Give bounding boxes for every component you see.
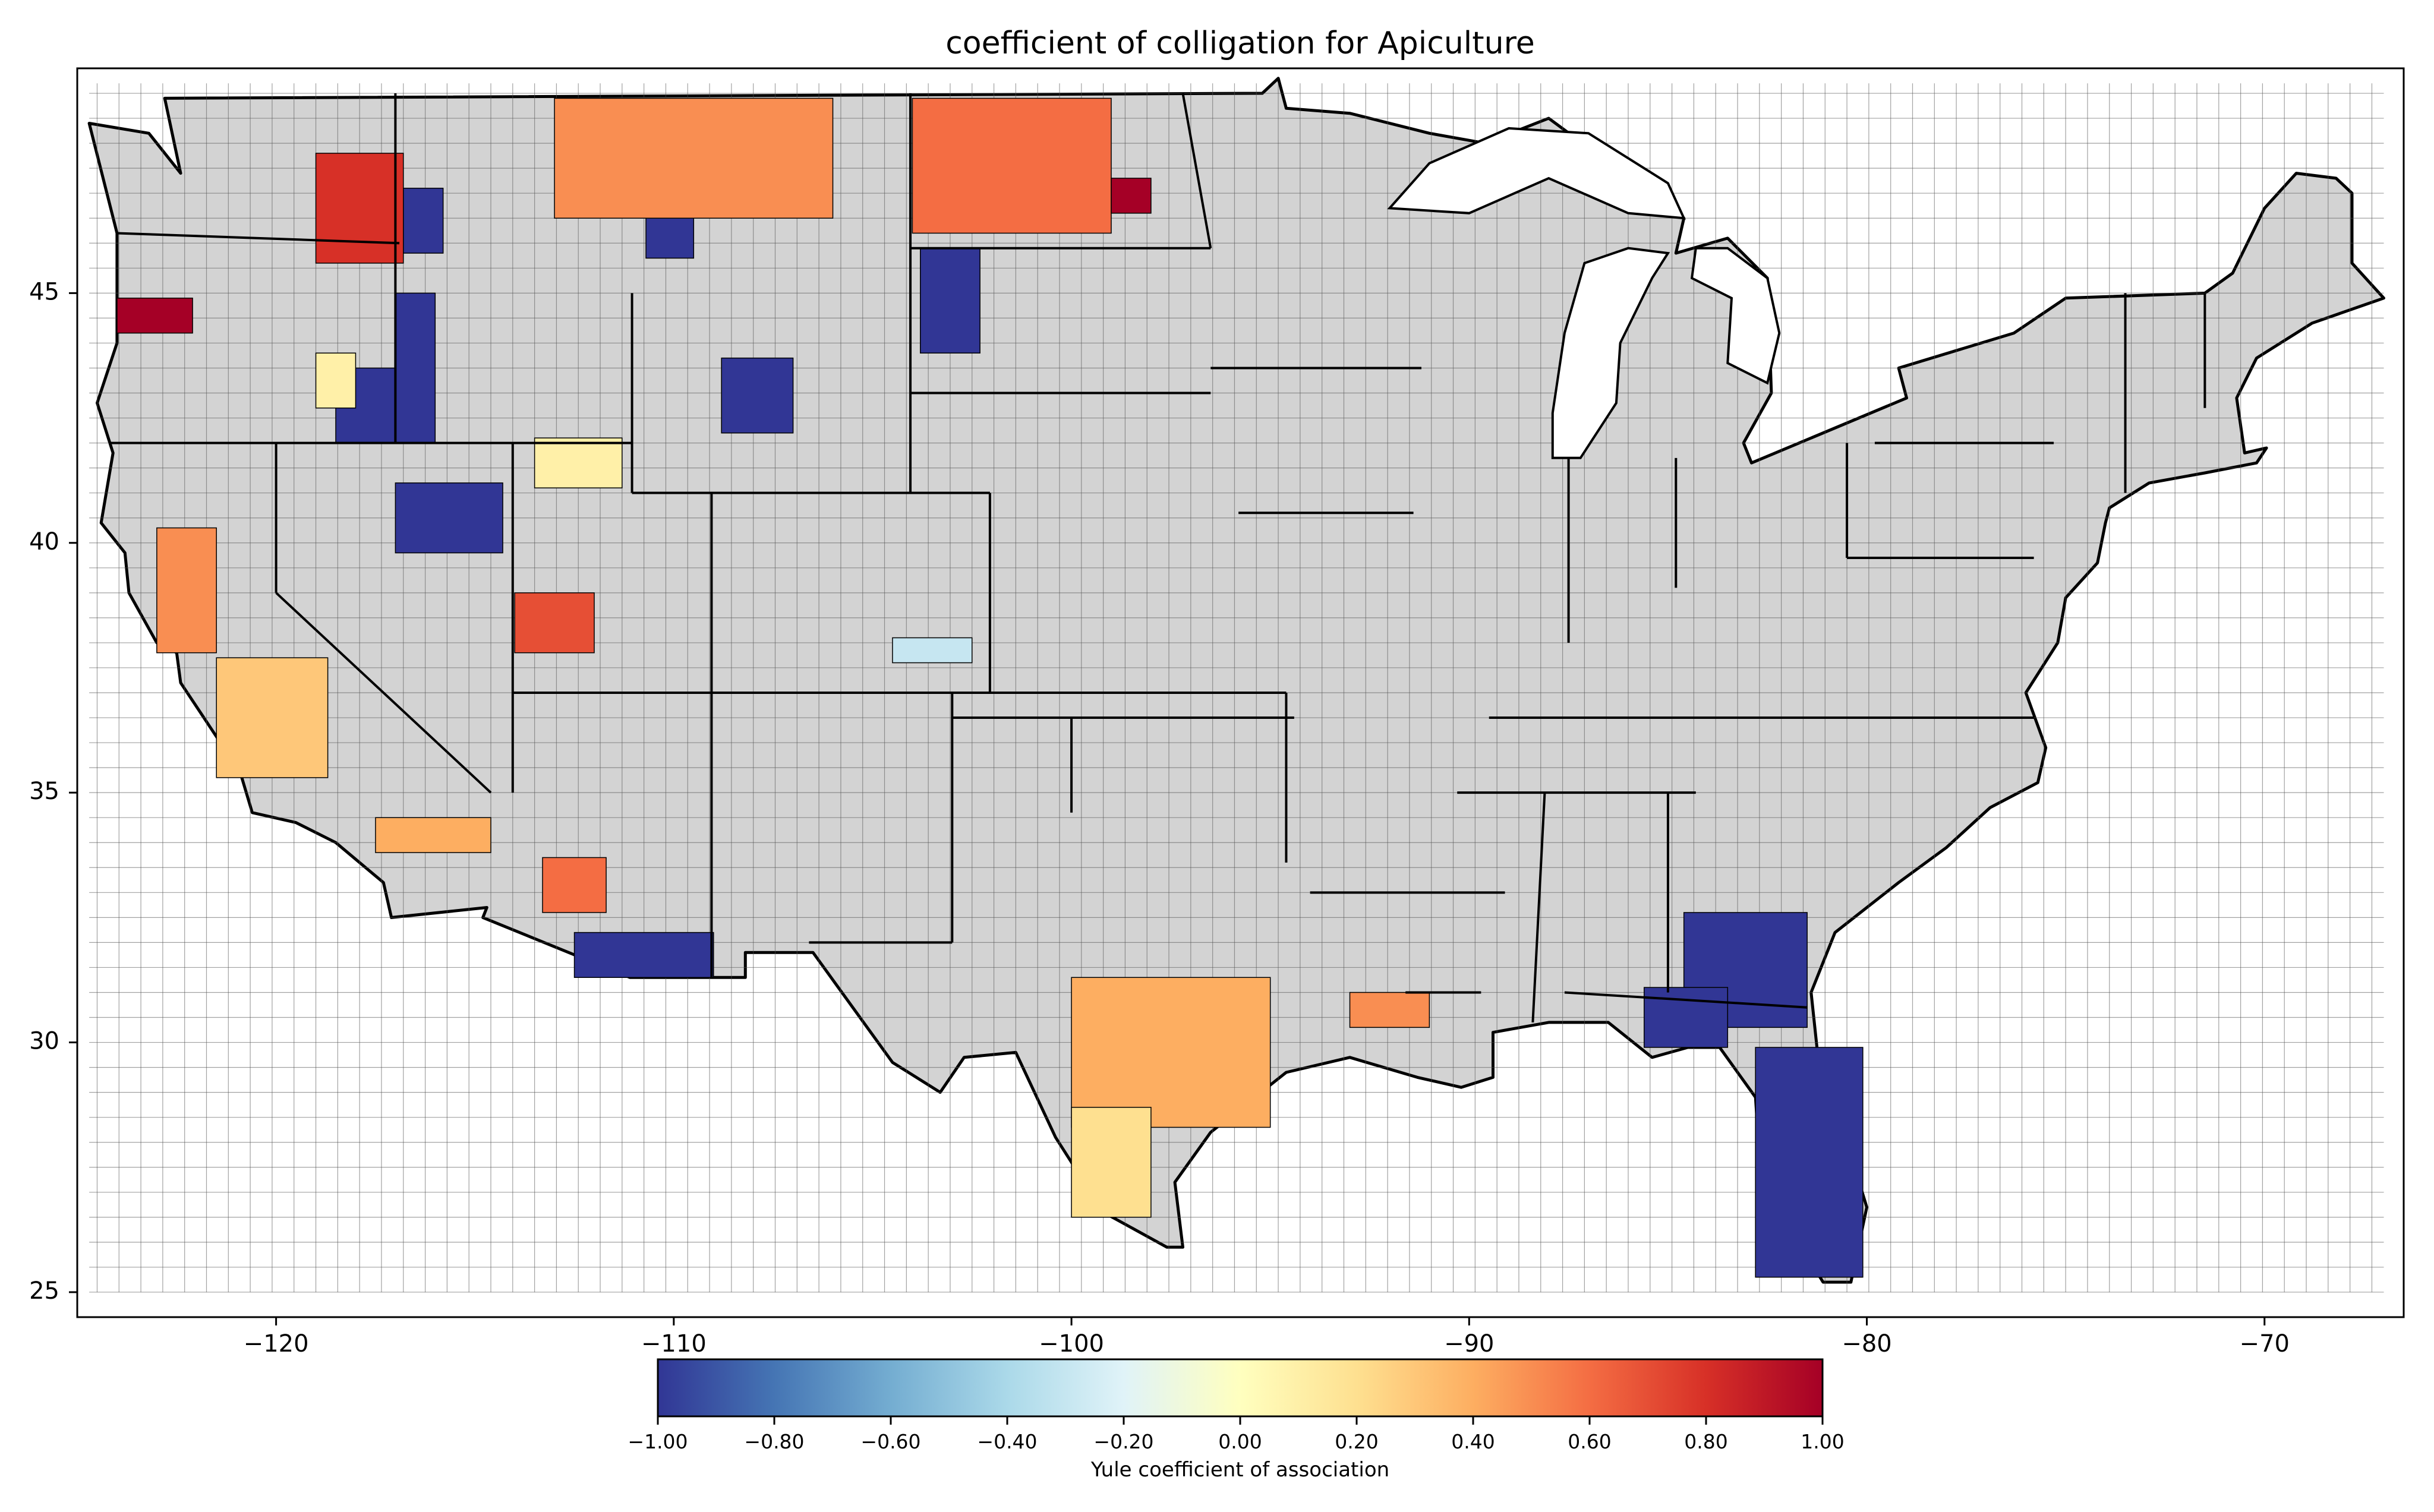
colorbar-ticks	[657, 1416, 1824, 1425]
county-value-layer	[116, 97, 1864, 1278]
region-southern-arizona	[573, 932, 714, 978]
state-border	[1564, 991, 1808, 1009]
region-central-colorado	[892, 637, 973, 664]
x-tick-label: −100	[1039, 1330, 1104, 1358]
region-central-oregon	[116, 298, 193, 334]
region-western-arizona	[542, 857, 607, 913]
x-tick-label: −90	[1444, 1330, 1494, 1358]
colorbar-tick-label: −1.00	[628, 1430, 688, 1453]
y-tick-label: 35	[29, 778, 59, 805]
colorbar-gradient	[657, 1358, 1824, 1418]
region-se-california	[375, 817, 491, 853]
region-northern-north-dakota	[912, 97, 1112, 234]
colorbar-tick-label: 0.00	[1218, 1430, 1262, 1453]
region-sw-utah	[514, 592, 595, 654]
region-northern-montana-plains	[554, 97, 834, 219]
region-ne-north-dakota	[1111, 178, 1152, 214]
colorbar-tick-label: 0.60	[1568, 1430, 1611, 1453]
y-tick-label: 40	[29, 528, 59, 555]
region-south-texas	[1071, 1107, 1152, 1218]
x-tick-label: −110	[641, 1330, 707, 1358]
state-border	[1181, 93, 1212, 249]
x-tick-label: −70	[2240, 1330, 2290, 1358]
region-southern-idaho	[534, 437, 623, 489]
colorbar-tick-label: 0.40	[1451, 1430, 1495, 1453]
region-north-idaho-washington	[315, 153, 404, 264]
map-frame	[76, 67, 2405, 1318]
state-border	[116, 232, 400, 245]
region-central-wyoming	[721, 357, 794, 434]
colorbar-tick-label: 0.80	[1684, 1430, 1727, 1453]
colorbar-tick-label: 0.20	[1335, 1430, 1378, 1453]
colorbar-tick-label: −0.40	[977, 1430, 1037, 1453]
state-borders	[109, 93, 2206, 1023]
region-central-valley	[216, 657, 329, 778]
region-texas-hill-country	[1071, 977, 1271, 1128]
region-western-south-dakota	[920, 247, 980, 354]
x-tick-label: −120	[244, 1330, 309, 1358]
y-tick-label: 30	[29, 1028, 59, 1055]
region-florida-panhandle	[1644, 987, 1729, 1048]
state-border	[1531, 793, 1546, 1023]
colorbar: −1.00 −0.80 −0.60 −0.40 −0.20 0.00 0.20 …	[628, 1358, 1845, 1482]
y-axis: 25 30 35 40 45	[29, 278, 77, 1305]
region-florida-peninsula	[1755, 1047, 1864, 1278]
y-tick-label: 25	[29, 1277, 59, 1305]
state-border	[275, 592, 492, 794]
region-louisiana	[1349, 992, 1430, 1028]
x-tick-label: −80	[1842, 1330, 1891, 1358]
region-central-idaho	[395, 292, 436, 444]
region-eastern-oregon	[315, 352, 357, 409]
region-northern-california	[156, 527, 217, 654]
colorbar-tick-label: 1.00	[1801, 1430, 1844, 1453]
colorbar-tick-label: −0.20	[1093, 1430, 1153, 1453]
colorbar-tick-label: −0.80	[744, 1430, 804, 1453]
x-axis: −120 −110 −100 −90 −80 −70	[244, 1317, 2290, 1358]
y-tick-label: 45	[29, 278, 59, 305]
region-northern-nevada	[395, 482, 503, 554]
colorbar-tick-label: −0.60	[860, 1430, 920, 1453]
great-lakes	[1387, 127, 1781, 459]
colorbar-label: Yule coefficient of association	[1090, 1458, 1389, 1482]
map-title: coefficient of colligation for Apicultur…	[945, 26, 1535, 61]
